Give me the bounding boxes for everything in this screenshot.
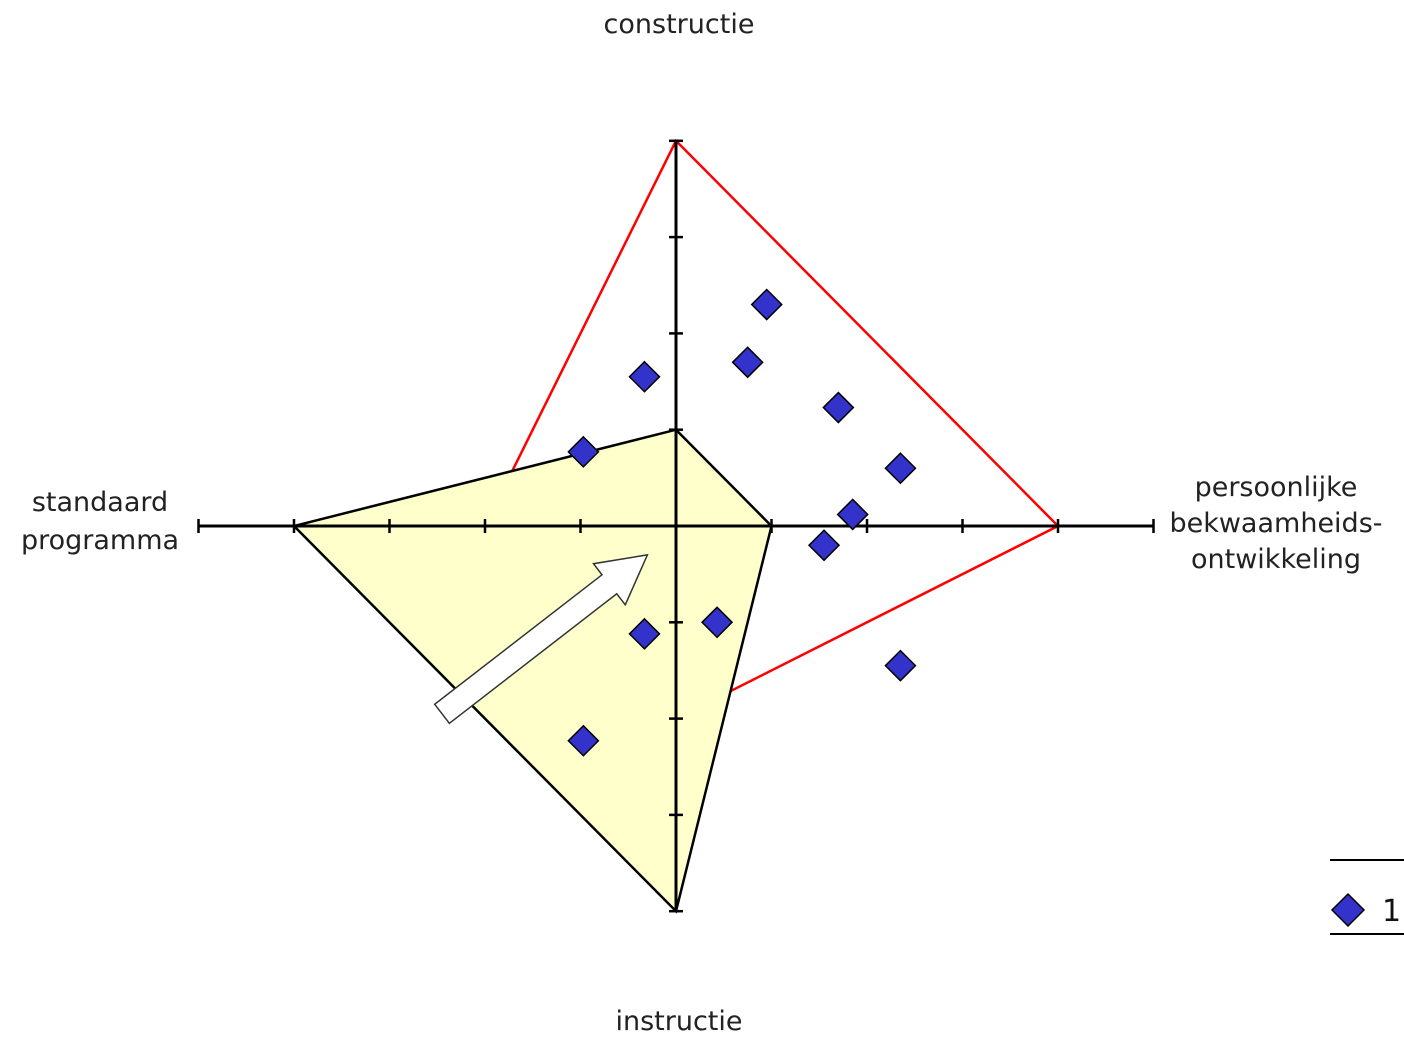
axis-label-right-line1: persoonlijke	[1195, 472, 1358, 503]
axis-label-right-line3: ontwikkeling	[1191, 544, 1361, 575]
data-point-diamond	[822, 391, 855, 424]
legend: 1	[1330, 859, 1404, 935]
legend-entry-label: 1	[1382, 894, 1401, 929]
axis-label-left-line2: programma	[21, 525, 179, 556]
data-point-diamond	[884, 452, 917, 485]
black-filled-polygon	[291, 428, 773, 914]
data-point-diamond	[750, 288, 783, 321]
data-point-diamond	[836, 498, 869, 531]
legend-diamond-marker	[1330, 892, 1366, 928]
axis-label-right-line2: bekwaamheids-	[1169, 508, 1382, 539]
data-point-diamond	[884, 649, 917, 682]
data-point-diamond	[731, 346, 764, 379]
axis-label-down: instructie	[615, 1006, 742, 1037]
data-point-diamond	[628, 360, 661, 393]
axis-label-up: constructie	[604, 9, 755, 40]
data-point-diamond	[567, 724, 600, 757]
data-point-diamond	[628, 617, 661, 650]
direction-arrow	[433, 553, 649, 725]
data-point-diamond	[567, 435, 600, 468]
axis-label-left-line1: standaard	[32, 487, 168, 518]
data-point-diamond	[701, 606, 734, 639]
data-point-diamond	[807, 529, 841, 562]
